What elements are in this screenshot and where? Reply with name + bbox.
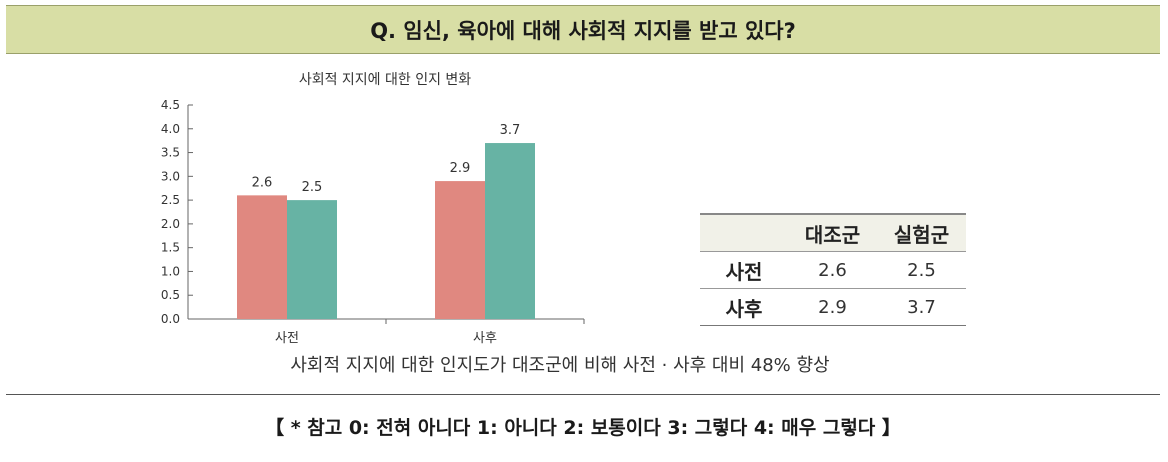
chart-bars bbox=[237, 143, 535, 319]
table-row: 사전 2.6 2.5 bbox=[700, 251, 966, 289]
y-tick-label: 2.0 bbox=[161, 217, 180, 231]
chart-title: 사회적 지지에 대한 인지 변화 bbox=[299, 72, 471, 88]
table-cell: 3.7 bbox=[907, 296, 936, 318]
row-header-post: 사후 bbox=[725, 296, 763, 321]
table-header-row: 대조군 실험군 bbox=[700, 214, 966, 252]
bar bbox=[435, 181, 485, 319]
bar-data-label: 2.6 bbox=[252, 175, 273, 190]
y-tick-label: 4.0 bbox=[161, 122, 180, 136]
y-tick-label: 1.5 bbox=[161, 241, 180, 255]
column-header-experimental: 실험군 bbox=[877, 214, 966, 252]
x-tick-label: 사전 bbox=[275, 331, 299, 346]
bar-data-label: 3.7 bbox=[500, 123, 521, 138]
question-header: Q. 임신, 육아에 대해 사회적 지지를 받고 있다? bbox=[6, 5, 1160, 54]
table-corner-cell bbox=[700, 214, 788, 252]
chart-data-labels: 2.6 2.5 2.9 3.7 bbox=[252, 123, 521, 195]
bar bbox=[287, 200, 337, 319]
y-tick-label: 3.5 bbox=[161, 146, 180, 160]
y-tick-label: 0.5 bbox=[161, 288, 180, 302]
chart-axes: 0.0 0.5 1.0 1.5 2.0 2.5 3.0 3.5 4.0 4.5 사전 사후 bbox=[161, 98, 585, 346]
table-cell: 2.9 bbox=[818, 296, 847, 318]
bar-data-label: 2.5 bbox=[302, 180, 323, 195]
row-header-pre: 사전 bbox=[725, 259, 763, 284]
y-tick-label: 4.5 bbox=[161, 98, 180, 112]
y-tick-label: 2.5 bbox=[161, 193, 180, 207]
divider bbox=[6, 394, 1160, 395]
y-tick-label: 1.0 bbox=[161, 264, 180, 278]
y-tick-label: 0.0 bbox=[161, 312, 180, 326]
x-tick-label: 사후 bbox=[473, 331, 497, 346]
table-cell: 2.6 bbox=[818, 259, 847, 281]
column-header-control: 대조군 bbox=[788, 214, 877, 252]
table-row: 사후 2.9 3.7 bbox=[700, 288, 966, 326]
scale-footnote: 【 * 참고 0: 전혀 아니다 1: 아니다 2: 보통이다 3: 그렇다 4… bbox=[265, 417, 901, 439]
summary-table: 대조군 실험군 사전 2.6 2.5 사후 2.9 3.7 bbox=[700, 213, 966, 326]
bar-data-label: 2.9 bbox=[450, 161, 471, 176]
y-tick-label: 3.0 bbox=[161, 169, 180, 183]
bar bbox=[237, 195, 287, 319]
bar bbox=[485, 143, 535, 319]
table-cell: 2.5 bbox=[907, 259, 936, 281]
chart-caption: 사회적 지지에 대한 인지도가 대조군에 비해 사전 · 사후 대비 48% 향… bbox=[290, 355, 830, 376]
